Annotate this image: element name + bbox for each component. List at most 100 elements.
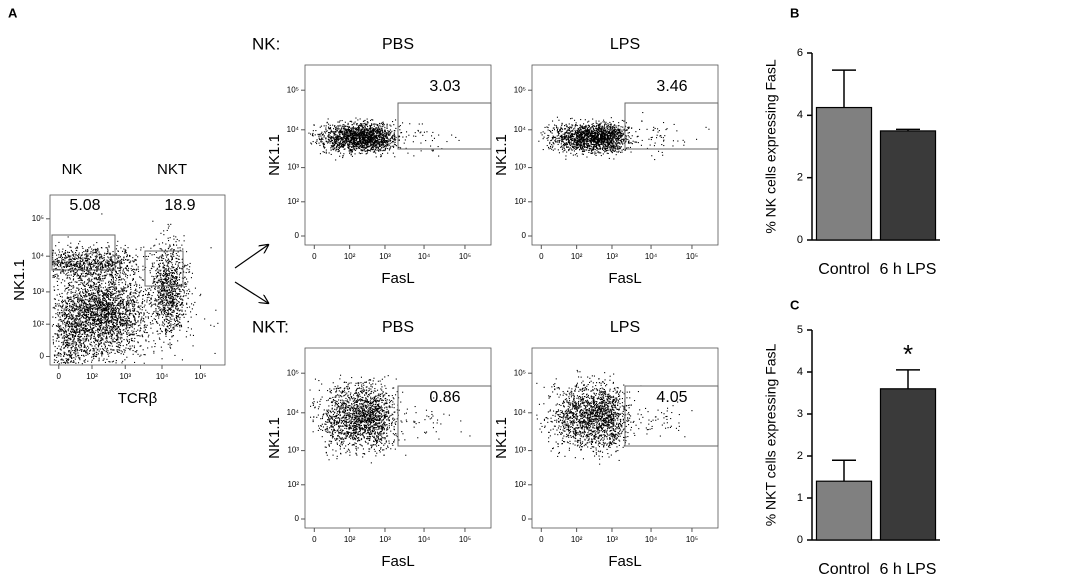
event-dot (133, 319, 135, 321)
event-dot (88, 303, 90, 305)
event-dot (112, 282, 114, 284)
event-dot (115, 360, 117, 362)
event-dot (61, 358, 63, 360)
event-dot (364, 122, 366, 124)
event-dot (112, 303, 114, 305)
event-dot (165, 316, 167, 318)
event-dot (182, 299, 184, 301)
event-dot (156, 256, 158, 258)
event-dot (143, 362, 145, 364)
event-dot (83, 304, 85, 306)
event-dot (91, 311, 93, 313)
event-dot (125, 275, 127, 277)
event-dot (52, 324, 54, 326)
event-dot (66, 305, 68, 307)
event-dot (171, 300, 173, 302)
event-dot (175, 308, 177, 310)
event-dot (54, 252, 56, 254)
event-dot (173, 288, 175, 290)
event-dot (98, 337, 100, 339)
event-dot (97, 333, 99, 335)
event-dot (162, 321, 164, 323)
event-dot (113, 319, 115, 321)
event-dot (55, 262, 57, 264)
event-dot (171, 278, 173, 280)
event-dot (89, 297, 91, 299)
event-dot (71, 328, 73, 330)
event-dot (119, 333, 121, 335)
event-dot (96, 253, 98, 255)
event-dot (97, 300, 99, 302)
event-dot (87, 307, 89, 309)
event-dot (102, 298, 104, 300)
event-dot (111, 319, 113, 321)
event-dot (99, 275, 101, 277)
event-dot (147, 347, 149, 349)
event-dot (105, 300, 107, 302)
event-dot (117, 295, 119, 297)
event-dot (177, 323, 179, 325)
event-dot (104, 344, 106, 346)
event-dot (118, 311, 120, 313)
event-dot (133, 261, 135, 263)
event-dot (117, 315, 119, 317)
event-dot (165, 318, 167, 320)
event-dot (150, 289, 152, 291)
event-dot (81, 308, 83, 310)
event-dot (100, 326, 102, 328)
event-dot (120, 336, 122, 338)
event-dot (115, 276, 117, 278)
event-dot (179, 262, 181, 264)
event-dot (116, 332, 118, 334)
event-dot (110, 341, 112, 343)
event-dot (159, 256, 161, 258)
event-dot (68, 326, 70, 328)
event-dot (183, 289, 185, 291)
event-dot (69, 306, 71, 308)
event-dot (94, 318, 96, 320)
event-dot (186, 278, 188, 280)
event-dot (93, 264, 95, 266)
event-dot (84, 289, 86, 291)
event-dot (83, 263, 85, 265)
event-dot (104, 286, 106, 288)
event-dot (110, 308, 112, 310)
event-dot (123, 259, 125, 261)
event-dot (77, 306, 79, 308)
event-dot (105, 288, 107, 290)
event-dot (105, 265, 107, 267)
event-dot (116, 322, 118, 324)
event-dot (56, 347, 58, 349)
event-dot (177, 251, 179, 253)
event-dot (167, 269, 169, 271)
event-dot (95, 299, 97, 301)
event-dot (96, 297, 98, 299)
event-dot (115, 325, 117, 327)
event-dot (67, 251, 69, 253)
event-dot (111, 339, 113, 341)
event-dot (95, 295, 97, 297)
event-dot (121, 320, 123, 322)
event-dot (106, 348, 108, 350)
event-dot (166, 229, 168, 231)
event-dot (63, 266, 65, 268)
event-dot (158, 269, 160, 271)
event-dot (98, 328, 100, 330)
event-dot (95, 267, 97, 269)
event-dot (98, 290, 100, 292)
event-dot (82, 316, 84, 318)
event-dot (87, 360, 89, 362)
event-dot (81, 321, 83, 323)
event-dot (90, 331, 92, 333)
event-dot (117, 330, 119, 332)
event-dot (103, 292, 105, 294)
event-dot (78, 263, 80, 265)
event-dot (96, 251, 98, 253)
event-dot (123, 349, 125, 351)
event-dot (127, 323, 129, 325)
event-dot (64, 314, 66, 316)
event-dot (111, 294, 113, 296)
event-dot (145, 339, 147, 341)
event-dot (123, 288, 125, 290)
event-dot (67, 264, 69, 266)
